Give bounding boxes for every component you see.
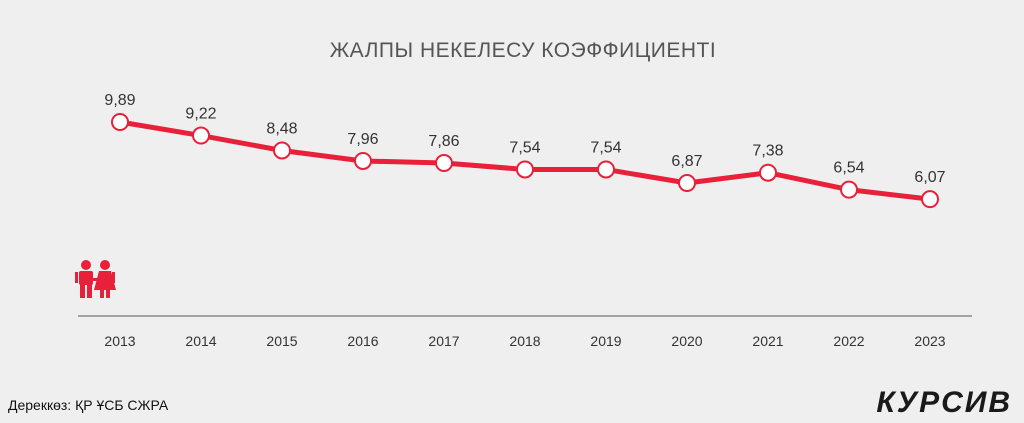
x-tick-label-2018: 2018 bbox=[509, 333, 540, 349]
data-label-2020: 6,87 bbox=[671, 153, 702, 170]
data-point-2021 bbox=[759, 163, 777, 182]
data-label-2015: 8,48 bbox=[266, 120, 297, 137]
data-label-2021: 7,38 bbox=[752, 143, 783, 160]
data-label-2018: 7,54 bbox=[509, 139, 540, 156]
data-label-2016: 7,96 bbox=[347, 131, 378, 148]
data-label-2023: 6,07 bbox=[914, 169, 945, 186]
data-point-2022 bbox=[840, 180, 858, 199]
data-point-2019 bbox=[597, 160, 615, 179]
data-point-2018 bbox=[516, 160, 534, 179]
x-tick-label-2014: 2014 bbox=[185, 333, 216, 349]
couple-icon bbox=[75, 260, 116, 298]
line-chart: ЖАЛПЫ НЕКЕЛЕСУ КОЭФФИЦИЕНТІ 2013 2014 2015… bbox=[75, 39, 972, 349]
data-label-2022: 6,54 bbox=[833, 160, 864, 177]
chart-title: ЖАЛПЫ НЕКЕЛЕСУ КОЭФФИЦИЕНТІ bbox=[330, 39, 716, 62]
data-label-2014: 9,22 bbox=[185, 106, 216, 123]
x-tick-label-2022: 2022 bbox=[833, 333, 864, 349]
x-tick-label-2021: 2021 bbox=[752, 333, 783, 349]
data-point-2015 bbox=[273, 141, 291, 160]
data-label-2013: 9,89 bbox=[104, 92, 135, 109]
x-tick-label-2017: 2017 bbox=[428, 333, 459, 349]
source-note: Дереккөз: ҚР ҰСБ СЖРА bbox=[8, 397, 169, 413]
data-point-2016 bbox=[354, 151, 372, 170]
x-tick-label-2013: 2013 bbox=[104, 333, 135, 349]
data-point-2014 bbox=[192, 126, 210, 145]
x-tick-label-2015: 2015 bbox=[266, 333, 297, 349]
x-tick-label-2019: 2019 bbox=[590, 333, 621, 349]
x-tick-label-2020: 2020 bbox=[671, 333, 702, 349]
data-point-2020 bbox=[678, 174, 696, 193]
data-point-2013 bbox=[111, 113, 129, 131]
data-point-2023 bbox=[921, 190, 939, 209]
x-tick-label-2023: 2023 bbox=[914, 333, 945, 349]
brand-logo: КУРСИВ bbox=[876, 386, 1012, 419]
data-label-2019: 7,54 bbox=[590, 139, 621, 156]
data-label-2017: 7,86 bbox=[428, 133, 459, 150]
x-tick-label-2016: 2016 bbox=[347, 333, 378, 349]
data-point-2017 bbox=[435, 154, 453, 173]
